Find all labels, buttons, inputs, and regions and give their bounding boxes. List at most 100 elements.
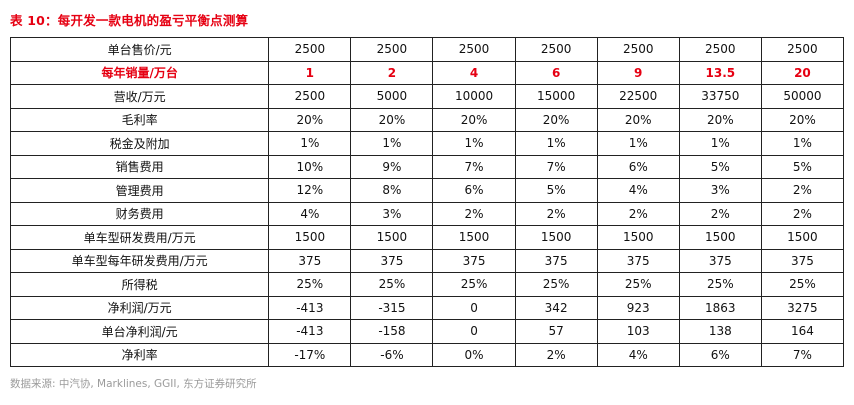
value-cell: 25% <box>596 272 680 297</box>
value-cell: 1500 <box>596 225 680 250</box>
value-cell: 0 <box>432 295 516 320</box>
value-cell: 1500 <box>514 225 598 250</box>
value-cell: 1 <box>268 60 352 85</box>
value-cell: 2500 <box>350 37 434 62</box>
value-cell: 20% <box>514 107 598 132</box>
value-cell: 375 <box>268 248 352 273</box>
value-cell: 0 <box>432 319 516 344</box>
value-cell: 164 <box>760 319 845 344</box>
table-row: 单车型研发费用/万元 1500 1500 1500 1500 1500 1500 1500 <box>9 225 845 250</box>
value-cell: 5% <box>514 178 598 203</box>
value-cell: 1500 <box>760 225 845 250</box>
value-cell: 7% <box>760 342 845 367</box>
value-cell: 2500 <box>514 37 598 62</box>
data-source-note: 数据来源: 中汽协, Marklines, GGII, 东方证券研究所 <box>10 378 257 390</box>
table-row: 财务费用 4% 3% 2% 2% 2% 2% 2% <box>9 201 845 226</box>
table-row: 净利润/万元 -413 -315 0 342 923 1863 3275 <box>9 295 845 320</box>
table-row: 管理费用 12% 8% 6% 5% 4% 3% 2% <box>9 178 845 203</box>
value-cell: 923 <box>596 295 680 320</box>
value-cell: 10% <box>268 154 352 179</box>
row-label: 每年销量/万台 <box>9 60 270 85</box>
value-cell: 50000 <box>760 84 845 109</box>
value-cell: 1% <box>760 131 845 156</box>
value-cell: 20 <box>760 60 845 85</box>
value-cell: 57 <box>514 319 598 344</box>
value-cell: 6% <box>596 154 680 179</box>
value-cell: -158 <box>350 319 434 344</box>
value-cell: 375 <box>596 248 680 273</box>
value-cell: 5000 <box>350 84 434 109</box>
value-cell: 1% <box>432 131 516 156</box>
value-cell: 1% <box>350 131 434 156</box>
value-cell: 3% <box>350 201 434 226</box>
row-label: 单车型每年研发费用/万元 <box>9 248 270 273</box>
value-cell: 1% <box>268 131 352 156</box>
value-cell: 375 <box>350 248 434 273</box>
value-cell: 20% <box>760 107 845 132</box>
row-label: 净利润/万元 <box>9 295 270 320</box>
value-cell: 3275 <box>760 295 845 320</box>
value-cell: 12% <box>268 178 352 203</box>
row-label: 净利率 <box>9 342 270 367</box>
value-cell: 33750 <box>678 84 762 109</box>
row-label: 税金及附加 <box>9 131 270 156</box>
value-cell: 22500 <box>596 84 680 109</box>
value-cell: 2% <box>514 201 598 226</box>
value-cell: 6% <box>678 342 762 367</box>
row-label: 管理费用 <box>9 178 270 203</box>
table-row: 净利率 -17% -6% 0% 2% 4% 6% 7% <box>9 342 845 367</box>
value-cell: 6% <box>432 178 516 203</box>
value-cell: 1% <box>596 131 680 156</box>
value-cell: 2500 <box>596 37 680 62</box>
value-cell: -6% <box>350 342 434 367</box>
value-cell: 375 <box>678 248 762 273</box>
value-cell: 2500 <box>678 37 762 62</box>
value-cell: 2500 <box>432 37 516 62</box>
value-cell: 8% <box>350 178 434 203</box>
value-cell: 2% <box>514 342 598 367</box>
value-cell: 3% <box>678 178 762 203</box>
value-cell: 25% <box>432 272 516 297</box>
table-body: 单台售价/元 2500 2500 2500 2500 2500 2500 2500 每年销量/万… <box>9 37 845 367</box>
value-cell: 2500 <box>268 37 352 62</box>
table-row: 营收/万元 2500 5000 10000 15000 22500 33750 50000 <box>9 84 845 109</box>
value-cell: 1500 <box>350 225 434 250</box>
value-cell: 0% <box>432 342 516 367</box>
row-label: 单车型研发费用/万元 <box>9 225 270 250</box>
value-cell: 2 <box>350 60 434 85</box>
value-cell: 103 <box>596 319 680 344</box>
value-cell: 5% <box>678 154 762 179</box>
value-cell: 342 <box>514 295 598 320</box>
value-cell: 2500 <box>760 37 845 62</box>
table-row: 销售费用 10% 9% 7% 7% 6% 5% 5% <box>9 154 845 179</box>
table-row: 毛利率 20% 20% 20% 20% 20% 20% 20% <box>9 107 845 132</box>
value-cell: 1863 <box>678 295 762 320</box>
value-cell: 375 <box>432 248 516 273</box>
row-label: 销售费用 <box>9 154 270 179</box>
value-cell: 7% <box>514 154 598 179</box>
value-cell: 4% <box>268 201 352 226</box>
value-cell: 9% <box>350 154 434 179</box>
row-label: 单台净利润/元 <box>9 319 270 344</box>
value-cell: 2% <box>760 178 845 203</box>
value-cell: 2500 <box>268 84 352 109</box>
row-label: 毛利率 <box>9 107 270 132</box>
row-label: 财务费用 <box>9 201 270 226</box>
value-cell: -315 <box>350 295 434 320</box>
value-cell: 25% <box>760 272 845 297</box>
value-cell: 5% <box>760 154 845 179</box>
row-label: 单台售价/元 <box>9 37 270 62</box>
row-label: 营收/万元 <box>9 84 270 109</box>
value-cell: 15000 <box>514 84 598 109</box>
value-cell: 1500 <box>678 225 762 250</box>
value-cell: 20% <box>596 107 680 132</box>
value-cell: 4 <box>432 60 516 85</box>
value-cell: 2% <box>596 201 680 226</box>
value-cell: 9 <box>596 60 680 85</box>
breakeven-table: 单台售价/元 2500 2500 2500 2500 2500 2500 2500 每年销量/万… <box>9 37 845 367</box>
value-cell: 138 <box>678 319 762 344</box>
value-cell: 4% <box>596 178 680 203</box>
value-cell: 6 <box>514 60 598 85</box>
value-cell: 2% <box>432 201 516 226</box>
